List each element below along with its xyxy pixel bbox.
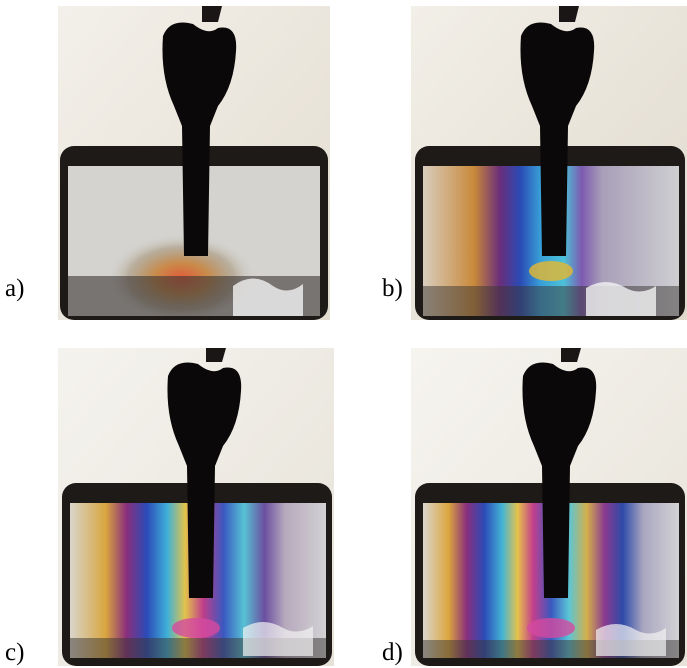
photoelastic-photo-b [411,6,687,320]
panel-label-b: b) [382,275,403,302]
panel-d [411,348,687,666]
panel-b [411,6,687,320]
photoelastic-photo-c [58,348,334,666]
photoelastic-photo-d [411,348,687,666]
panel-c [58,348,334,666]
panel-label-d: d) [382,639,403,666]
photoelastic-photo-a [58,6,330,320]
panel-label-a: a) [5,275,25,302]
panel-a [58,6,330,320]
panel-label-c: c) [5,639,25,666]
